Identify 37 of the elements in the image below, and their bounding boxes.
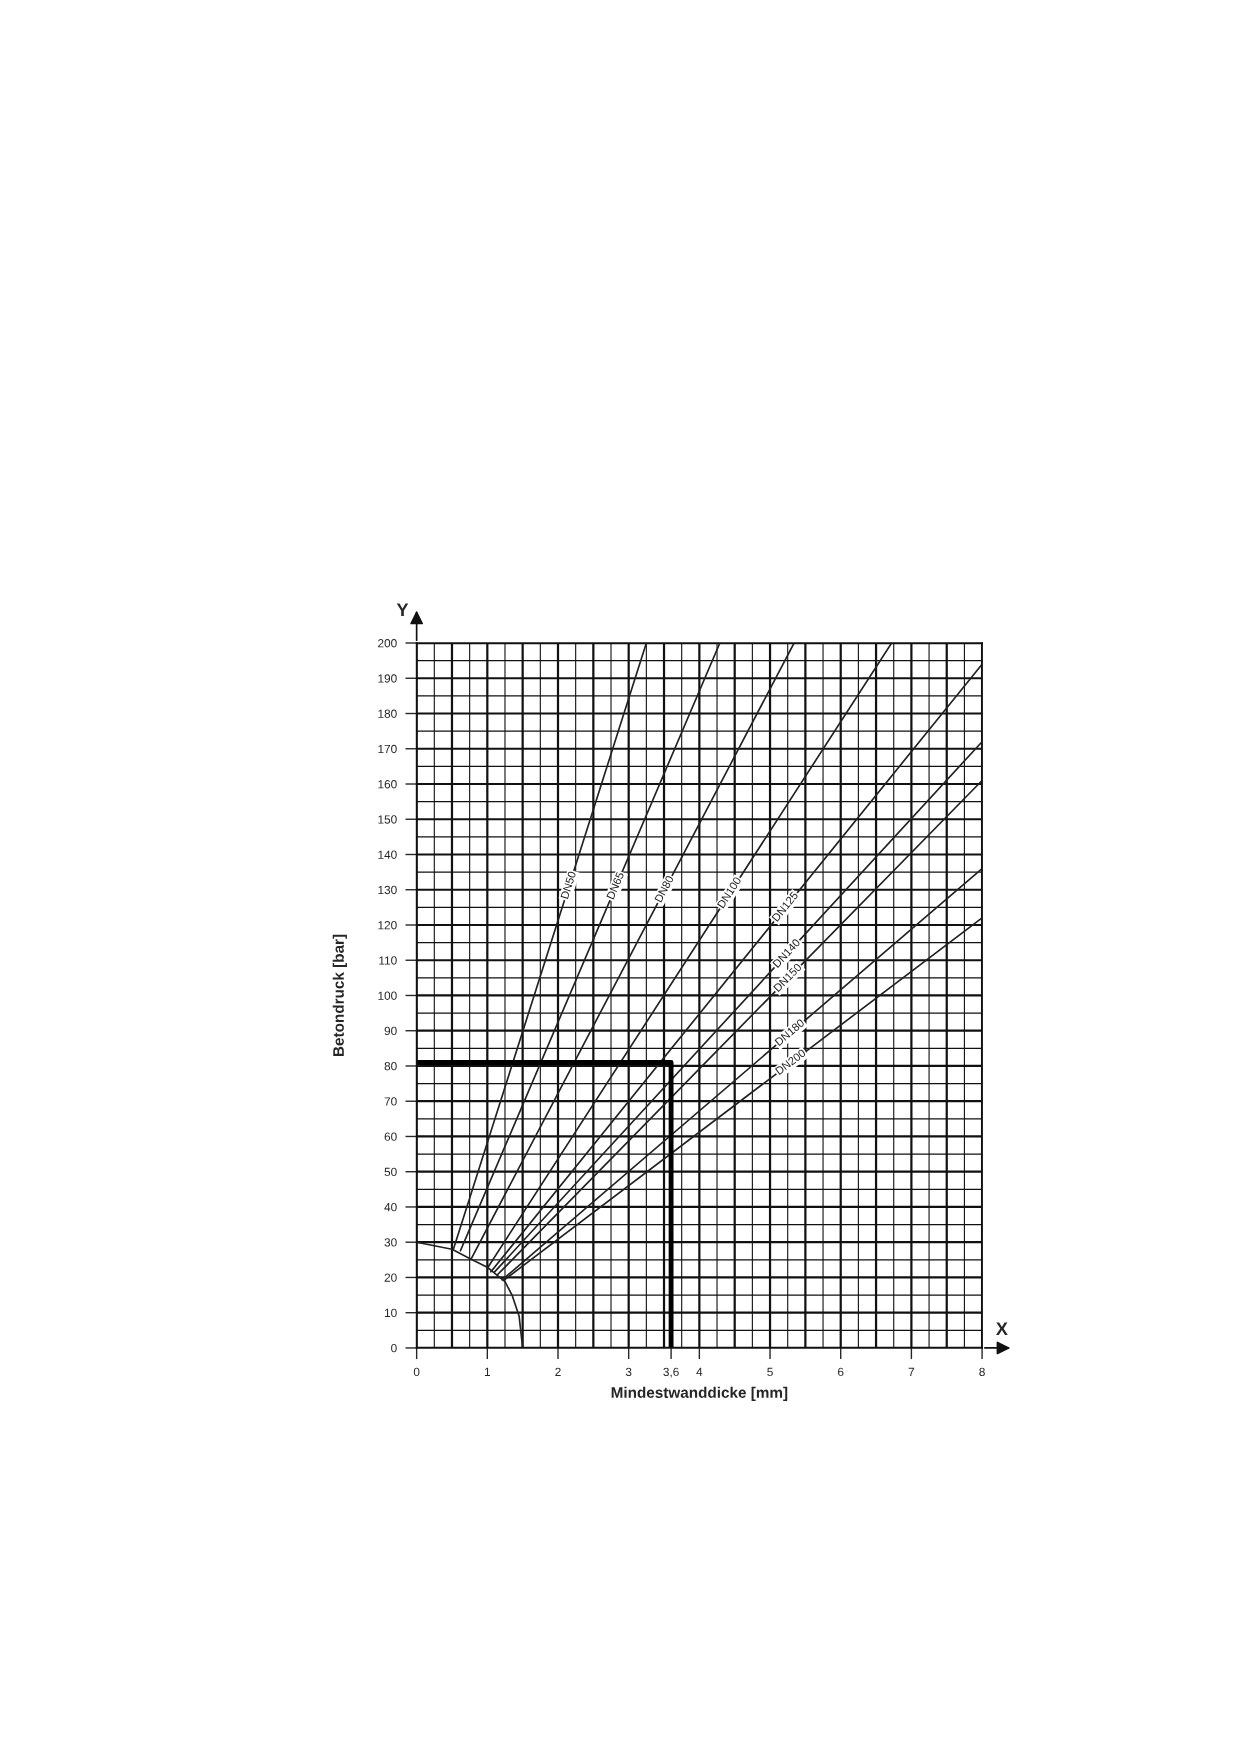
y-tick-label: 80: [384, 1062, 397, 1071]
y-tick-label: 110: [379, 956, 397, 965]
x-axis-title: Mindestwanddicke [mm]: [611, 1386, 788, 1401]
y-tick-label: 10: [384, 1308, 397, 1318]
x-tick-label: 2: [555, 1367, 561, 1376]
x-tick-label: 8: [979, 1367, 985, 1377]
x-tick-label: 3: [625, 1367, 632, 1377]
y-tick-label: 150: [378, 815, 397, 824]
y-tick-label: 0: [391, 1343, 397, 1353]
x-tick-label: 3,6: [663, 1367, 679, 1378]
y-tick-label: 180: [378, 709, 397, 718]
y-tick-label: 200: [378, 639, 397, 648]
y-tick-label: 60: [384, 1132, 397, 1141]
text: X: [996, 1322, 1008, 1335]
x-tick-label: 4: [696, 1367, 703, 1376]
y-tick-label: 50: [384, 1167, 397, 1177]
y-tick-label: 90: [384, 1026, 397, 1036]
y-tick-label: 160: [378, 780, 397, 789]
x-tick-label: 1: [484, 1367, 491, 1376]
text: DN65: [606, 871, 625, 900]
x-tick-label: 5: [767, 1367, 773, 1377]
text: DN50: [560, 870, 577, 900]
y-tick-label: 190: [378, 674, 397, 683]
y-tick-label: 100: [378, 991, 397, 1000]
y-tick-label: 120: [378, 921, 397, 930]
y-tick-label: 170: [378, 744, 397, 754]
y-axis-title: Betondruck [bar]: [332, 934, 347, 1056]
y-tick-label: 140: [378, 850, 397, 859]
text: Y: [396, 603, 409, 616]
y-tick-label: 130: [378, 885, 397, 895]
y-tick-label: 70: [384, 1097, 397, 1106]
y-tick-label: 20: [384, 1273, 397, 1282]
x-tick-label: 6: [838, 1367, 844, 1377]
y-tick-label: 40: [384, 1203, 397, 1212]
x-tick-label: 7: [908, 1367, 915, 1376]
x-tick-label: 0: [413, 1367, 420, 1377]
y-tick-label: 30: [384, 1238, 397, 1247]
